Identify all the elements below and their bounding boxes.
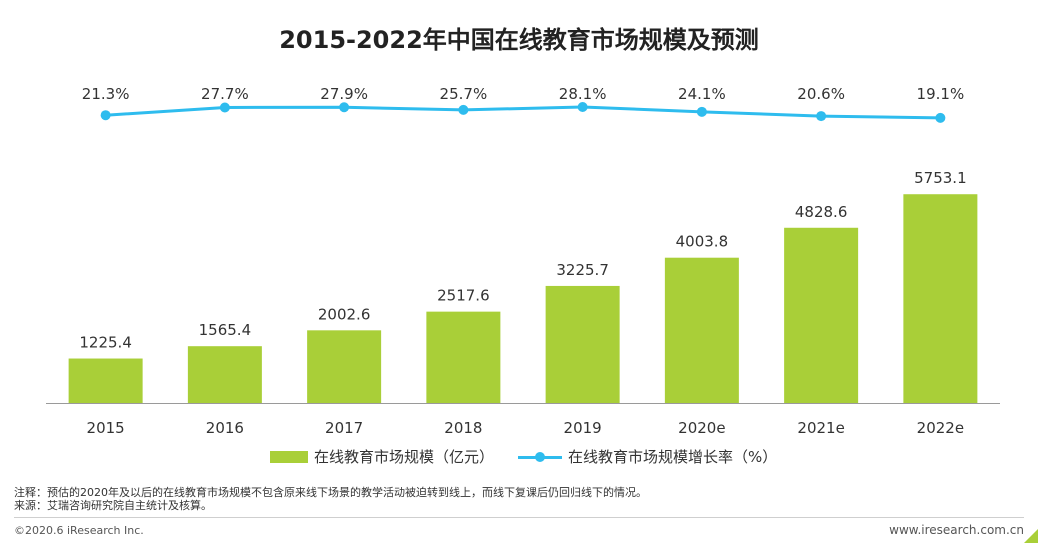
growth-rate-label: 24.1% xyxy=(678,85,726,103)
corner-accent xyxy=(1024,529,1038,543)
chart-canvas: 1225.4 2015 1565.4 2016 2002.6 2017 2517.6 2018… xyxy=(46,85,1000,437)
growth-rate-label: 27.9% xyxy=(320,85,368,103)
bar-2016 xyxy=(187,346,262,403)
growth-rate-point-2022e xyxy=(935,112,946,123)
bar-value-label: 4828.6 xyxy=(795,203,848,221)
growth-rate-point-2016 xyxy=(219,102,230,113)
legend-item-line: 在线教育市场规模增长率（%） xyxy=(518,446,777,467)
legend-item-bar: 在线教育市场规模（亿元） xyxy=(270,446,494,467)
growth-rate-point-2021e xyxy=(816,111,827,122)
legend-bar-label: 在线教育市场规模（亿元） xyxy=(314,448,495,466)
x-tick-label: 2022e xyxy=(917,419,964,437)
website: www.iresearch.com.cn xyxy=(889,523,1024,537)
growth-rate-line xyxy=(105,105,941,120)
footer-divider xyxy=(14,517,1024,518)
bar-2018 xyxy=(426,311,501,403)
source-text: 来源：艾瑞咨询研究院自主统计及核算。 xyxy=(14,499,212,512)
growth-rate-label: 27.7% xyxy=(201,85,249,103)
bar-2022e xyxy=(903,194,978,403)
growth-rate-point-2015 xyxy=(100,110,111,121)
x-tick-label: 2020e xyxy=(678,419,725,437)
legend-bar-swatch xyxy=(270,450,308,463)
bar-value-label: 2002.6 xyxy=(318,305,371,323)
x-tick-label: 2016 xyxy=(206,419,244,437)
copyright: ©2020.6 iResearch Inc. xyxy=(14,524,144,537)
legend-line-label: 在线教育市场规模增长率（%） xyxy=(568,448,778,466)
bar-2019 xyxy=(545,285,620,403)
growth-rate-point-2019 xyxy=(577,102,588,112)
chart-title: 2015-2022年中国在线教育市场规模及预测 xyxy=(279,26,759,54)
bar-2017 xyxy=(307,330,382,403)
growth-rate-point-2018 xyxy=(458,104,469,115)
growth-rate-label: 20.6% xyxy=(797,85,845,103)
bar-value-label: 5753.1 xyxy=(914,169,967,187)
growth-rate-label: 25.7% xyxy=(440,85,488,103)
growth-rate-label: 21.3% xyxy=(82,85,130,103)
bar-2015 xyxy=(68,358,143,403)
bar-value-label: 1565.4 xyxy=(199,321,252,339)
note-text: 注释：预估的2020年及以后的在线教育市场规模不包含原来线下场景的教学活动被迫转… xyxy=(14,486,647,499)
x-tick-label: 2017 xyxy=(325,419,363,437)
growth-rate-point-2020e xyxy=(696,106,707,117)
x-tick-label: 2018 xyxy=(444,419,482,437)
bar-2020e xyxy=(664,257,739,403)
bar-2021e xyxy=(784,227,859,403)
growth-rate-point-2017 xyxy=(339,102,350,113)
growth-rate-label: 28.1% xyxy=(559,85,607,103)
legend-line-swatch xyxy=(518,451,562,463)
bar-value-label: 2517.6 xyxy=(437,287,490,305)
bar-value-label: 3225.7 xyxy=(556,261,609,279)
x-tick-label: 2015 xyxy=(87,419,125,437)
x-tick-label: 2019 xyxy=(564,419,602,437)
x-tick-label: 2021e xyxy=(797,419,844,437)
bar-value-label: 4003.8 xyxy=(676,233,729,251)
growth-rate-label: 19.1% xyxy=(917,85,965,103)
notes: 注释：预估的2020年及以后的在线教育市场规模不包含原来线下场景的教学活动被迫转… xyxy=(14,486,647,512)
bar-value-label: 1225.4 xyxy=(79,334,132,352)
legend: 在线教育市场规模（亿元） 在线教育市场规模增长率（%） xyxy=(250,446,810,468)
